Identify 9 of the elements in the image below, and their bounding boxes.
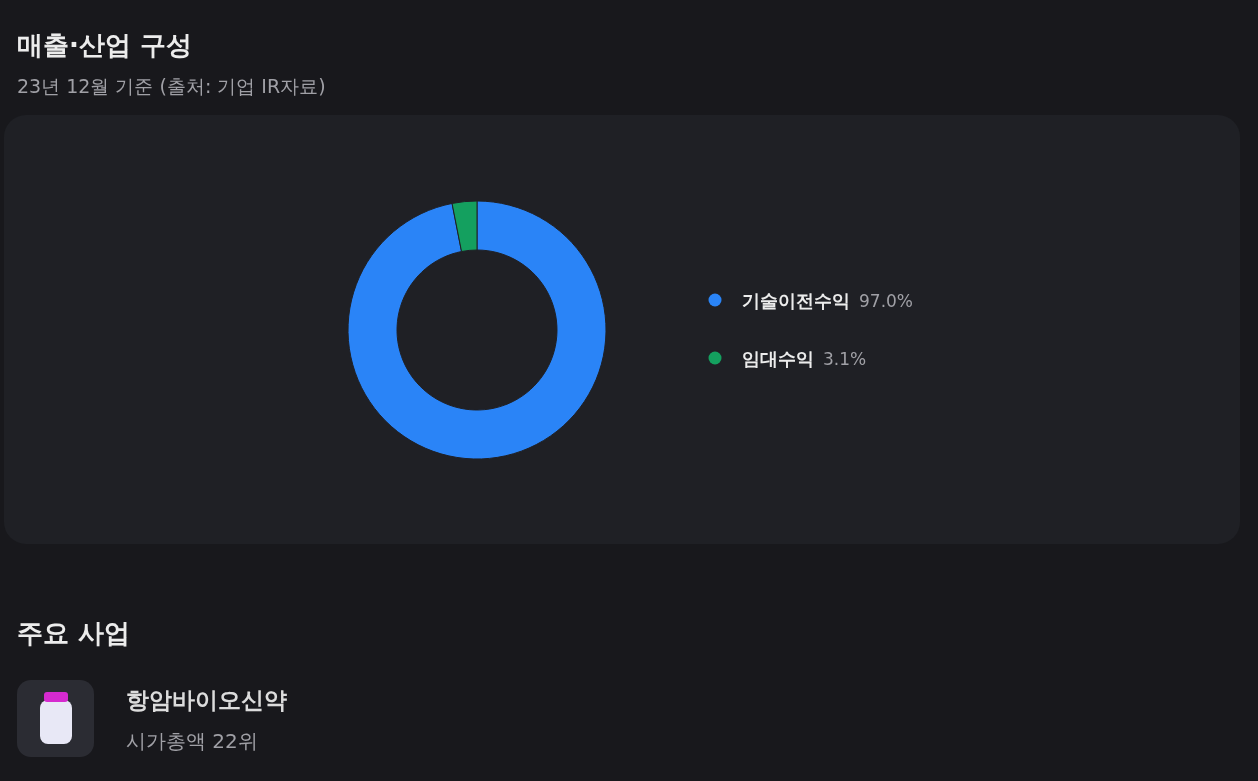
text: 항암바이오신약 xyxy=(126,687,287,713)
text: 매출·산업 구성 xyxy=(17,30,192,60)
data-label: 3.1% xyxy=(823,349,867,369)
legend-label: 기술이전수익 xyxy=(742,290,850,311)
text: 시가총액 22위 xyxy=(126,729,258,753)
legend-label: 임대수익 xyxy=(742,348,814,369)
text: 23년 12월 기준 (출처: 기업 IR자료) xyxy=(17,75,326,97)
text: 주요 사업 xyxy=(17,618,131,648)
data-label: 97.0% xyxy=(859,291,914,311)
